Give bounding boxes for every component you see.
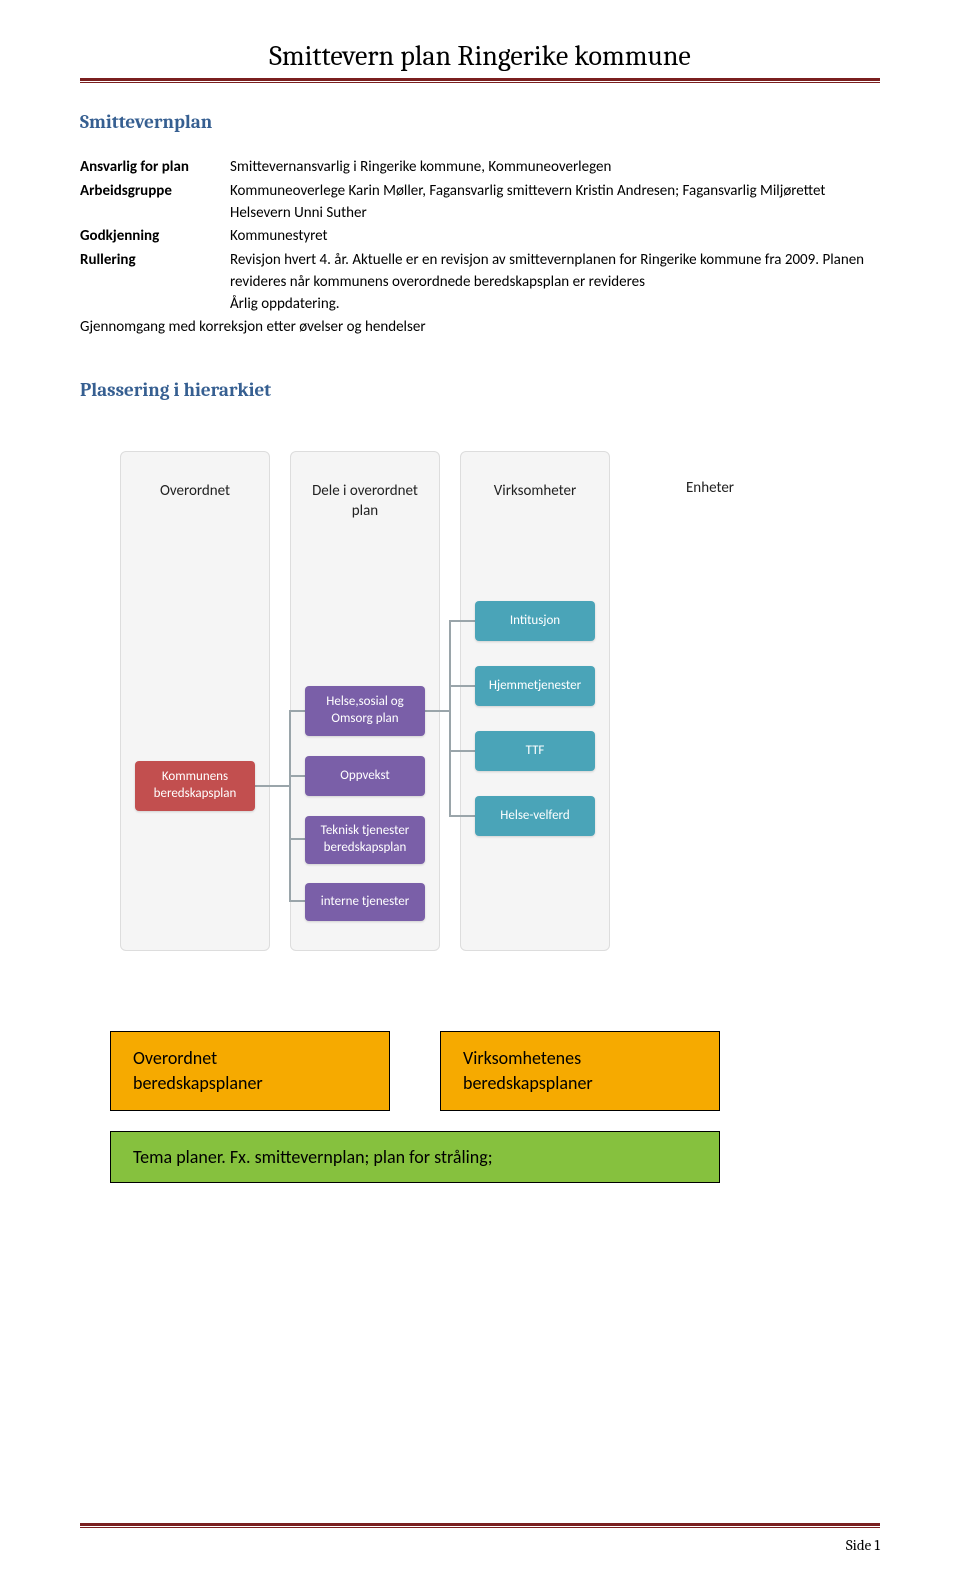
footer-page-number: Side 1	[80, 1536, 880, 1554]
node-oppvekst: Oppvekst	[305, 756, 425, 796]
box-overordnet-beredskapsplaner: Overordnet beredskapsplaner	[110, 1031, 390, 1111]
header-divider	[80, 78, 880, 83]
meta-full-line: Gjennomgang med korreksjon etter øvelser…	[80, 317, 880, 339]
meta-label: Ansvarlig for plan	[80, 157, 230, 179]
orange-boxes-row: Overordnet beredskapsplaner Virksomheten…	[110, 1031, 880, 1111]
page-footer: Side 1	[80, 1523, 880, 1554]
meta-table: Ansvarlig for plan Smittevernansvarlig i…	[80, 157, 880, 339]
column-header: Dele i overordnet plan	[291, 482, 439, 521]
box-virksomhetenes-beredskapsplaner: Virksomhetenes beredskapsplaner	[440, 1031, 720, 1111]
meta-row: Godkjenning Kommunestyret	[80, 226, 880, 248]
box-tema-planer: Tema planer. Fx. smittevernplan; plan fo…	[110, 1131, 720, 1183]
node-ttf: TTF	[475, 731, 595, 771]
section-title-hierarchy: Plassering i hierarkiet	[80, 379, 880, 401]
page-header-title: Smittevern plan Ringerike kommune	[80, 40, 880, 78]
node-helse-sosial-omsorg: Helse,sosial og Omsorg plan	[305, 686, 425, 736]
diagram-column-overordnet: Overordnet	[120, 451, 270, 951]
meta-value: Kommuneoverlege Karin Møller, Fagansvarl…	[230, 181, 880, 225]
meta-value: Smittevernansvarlig i Ringerike kommune,…	[230, 157, 880, 179]
node-teknisk-tjenester: Teknisk tjenester beredskapsplan	[305, 816, 425, 864]
meta-label: Rullering	[80, 250, 230, 315]
node-helse-velferd: Helse-velferd	[475, 796, 595, 836]
node-hjemmetjenester: Hjemmetjenester	[475, 666, 595, 706]
meta-value: Kommunestyret	[230, 226, 880, 248]
hierarchy-diagram: Overordnet Dele i overordnet plan Virkso…	[120, 431, 840, 991]
node-intitusjon: Intitusjon	[475, 601, 595, 641]
node-interne-tjenester: interne tjenester	[305, 883, 425, 921]
section-title-smittevernplan: Smittevernplan	[80, 111, 880, 133]
meta-row: Rullering Revisjon hvert 4. år. Aktuelle…	[80, 250, 880, 315]
meta-value: Revisjon hvert 4. år. Aktuelle er en rev…	[230, 250, 880, 315]
node-kommunens-beredskapsplan: Kommunens beredskapsplan	[135, 761, 255, 811]
meta-row: Arbeidsgruppe Kommuneoverlege Karin Møll…	[80, 181, 880, 225]
meta-label: Arbeidsgruppe	[80, 181, 230, 225]
meta-label: Godkjenning	[80, 226, 230, 248]
meta-row: Ansvarlig for plan Smittevernansvarlig i…	[80, 157, 880, 179]
column-header-enheter: Enheter	[660, 479, 760, 497]
column-header: Virksomheter	[461, 482, 609, 502]
footer-divider	[80, 1523, 880, 1528]
column-header: Overordnet	[121, 482, 269, 502]
